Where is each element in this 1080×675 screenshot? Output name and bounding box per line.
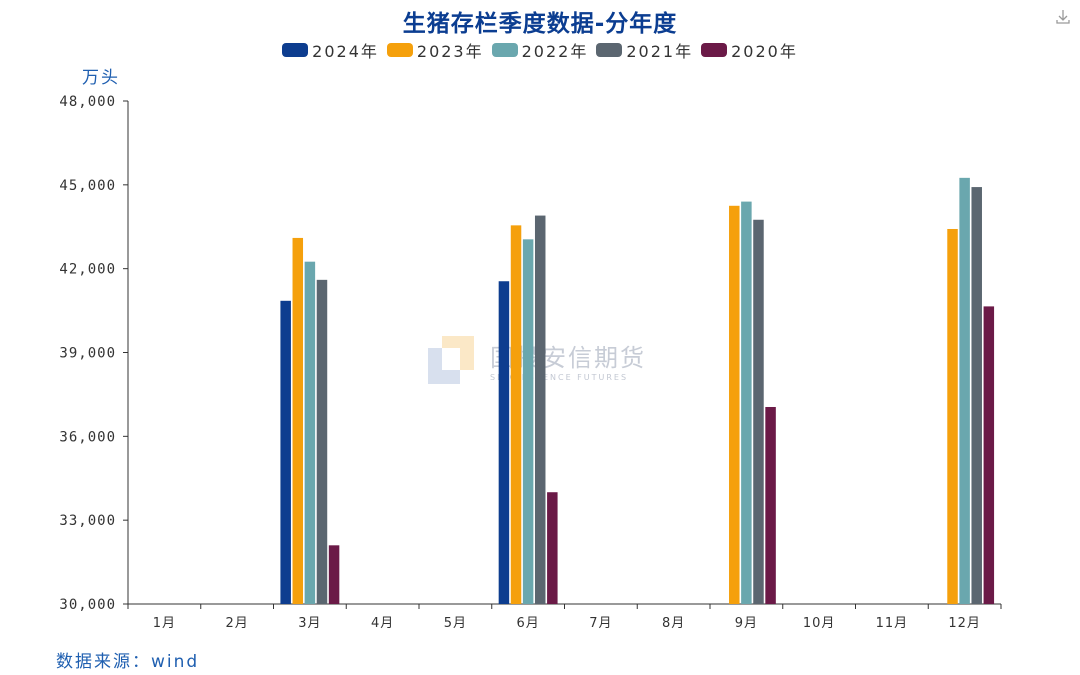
legend-item-2024[interactable]: 2024年 xyxy=(282,38,379,62)
legend: 2024年 2023年 2022年 2021年 2020年 xyxy=(0,38,1080,62)
y-tick-label: 45,000 xyxy=(59,178,116,194)
legend-item-2023[interactable]: 2023年 xyxy=(386,38,484,62)
y-tick-label: 33,000 xyxy=(59,513,116,529)
legend-item-2020[interactable]: 2020年 xyxy=(701,38,798,62)
x-tick-label: 7月 xyxy=(589,616,612,631)
download-icon[interactable] xyxy=(1054,8,1072,30)
bar-2023年-9月 xyxy=(729,205,740,604)
y-tick-label: 42,000 xyxy=(59,262,116,278)
x-tick-label: 9月 xyxy=(735,616,758,631)
bar-2021年-3月 xyxy=(316,279,328,604)
x-tick-label: 6月 xyxy=(516,616,539,631)
bar-2020年-6月 xyxy=(547,492,558,604)
bar-2020年-12月 xyxy=(983,306,995,604)
data-source: 数据来源：wind xyxy=(56,652,200,672)
bar-2022年-9月 xyxy=(741,201,752,604)
bar-2024年-3月 xyxy=(280,300,291,604)
bar-2022年-3月 xyxy=(304,261,316,604)
x-tick-label: 11月 xyxy=(876,616,909,631)
x-tick-label: 5月 xyxy=(444,616,467,631)
bar-2021年-9月 xyxy=(753,219,764,604)
x-tick-label: 3月 xyxy=(298,616,321,631)
bar-2024年-6月 xyxy=(498,281,510,604)
bar-2022年-6月 xyxy=(522,239,534,604)
bar-2021年-12月 xyxy=(971,187,982,604)
legend-label: 2022年 xyxy=(521,42,589,61)
bar-2021年-6月 xyxy=(534,215,546,605)
x-tick-label: 12月 xyxy=(948,616,981,631)
x-tick-label: 10月 xyxy=(803,616,836,631)
legend-label: 2024年 xyxy=(312,42,379,61)
bar-2023年-6月 xyxy=(510,225,522,604)
legend-swatch xyxy=(596,43,623,57)
y-tick-label: 48,000 xyxy=(59,94,116,110)
legend-item-2022[interactable]: 2022年 xyxy=(491,38,589,62)
legend-label: 2020年 xyxy=(731,42,798,61)
bar-2023年-3月 xyxy=(292,237,304,604)
legend-swatch xyxy=(386,43,413,57)
y-tick-label: 39,000 xyxy=(59,346,116,362)
y-axis-unit: 万头 xyxy=(82,68,120,88)
legend-label: 2023年 xyxy=(416,42,484,61)
y-tick-label: 30,000 xyxy=(59,597,116,613)
watermark-logo-icon xyxy=(428,336,476,390)
x-tick-label: 2月 xyxy=(225,616,248,631)
x-tick-label: 1月 xyxy=(153,616,176,631)
legend-swatch xyxy=(701,43,728,57)
chart-title: 生猪存栏季度数据-分年度 xyxy=(402,11,678,37)
bar-2022年-12月 xyxy=(959,177,970,604)
legend-swatch xyxy=(282,43,309,57)
bar-2023年-12月 xyxy=(947,228,958,605)
watermark-subtext: SDIC ESSENCE FUTURES xyxy=(490,373,629,382)
x-tick-label: 4月 xyxy=(371,616,394,631)
legend-swatch xyxy=(491,43,518,57)
x-tick-label: 8月 xyxy=(662,616,685,631)
bar-2020年-3月 xyxy=(328,545,340,604)
legend-label: 2021年 xyxy=(626,42,694,61)
legend-item-2021[interactable]: 2021年 xyxy=(596,38,693,62)
y-tick-label: 36,000 xyxy=(59,429,116,445)
bar-2020年-9月 xyxy=(765,406,776,604)
